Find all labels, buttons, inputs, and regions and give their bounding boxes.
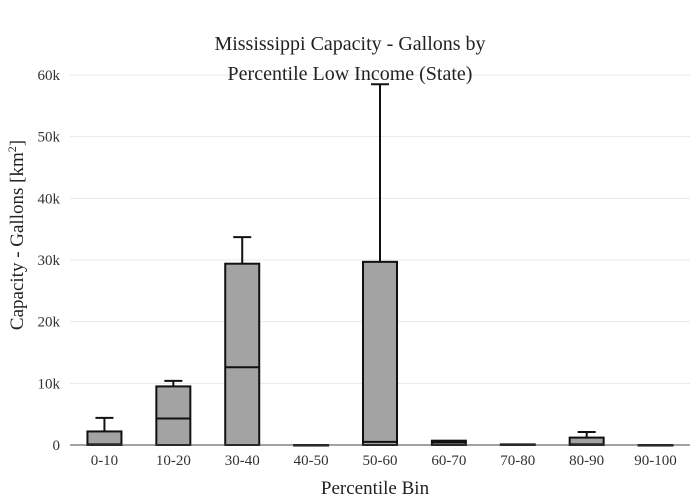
y-tick-label: 50k — [38, 130, 61, 146]
y-tick-label: 60k — [38, 68, 61, 84]
y-axis-label-main: Capacity - Gallons [km — [7, 152, 28, 330]
box-60-70 — [430, 439, 467, 446]
box-series — [86, 83, 674, 447]
x-axis-label: Percentile Bin — [321, 478, 430, 499]
y-axis-label-end: ] — [7, 140, 28, 146]
y-tick-label: 10k — [38, 376, 61, 392]
x-axis-ticks: 0-10 10-20 30-40 40-50 50-60 60-70 70-80 80-90 9… — [91, 453, 677, 469]
y-axis-label-superscript: 2 — [5, 146, 19, 152]
x-tick-label: 80-90 — [569, 453, 604, 469]
y-axis-ticks: 0 10k 20k 30k 40k 50k 60k — [38, 68, 61, 454]
box-0-10 — [86, 416, 123, 446]
y-tick-label: 40k — [38, 191, 61, 207]
box-body — [224, 262, 261, 447]
x-tick-label: 10-20 — [156, 453, 191, 469]
x-tick-label: 0-10 — [91, 453, 119, 469]
x-tick-label: 70-80 — [500, 453, 535, 469]
y-axis-label: Capacity - Gallons [km2] — [5, 140, 28, 330]
box-80-90 — [568, 431, 605, 447]
chart-title-line-1: Mississippi Capacity - Gallons by — [214, 33, 485, 55]
chart-title: Mississippi Capacity - Gallons by Percen… — [214, 33, 485, 85]
box-body — [155, 385, 192, 446]
box-30-40 — [224, 236, 261, 447]
box-body — [86, 430, 123, 446]
x-tick-label: 90-100 — [634, 453, 677, 469]
x-tick-label: 50-60 — [363, 453, 398, 469]
y-tick-label: 30k — [38, 253, 61, 269]
x-tick-label: 40-50 — [294, 453, 329, 469]
box-body — [362, 260, 398, 446]
box-10-20 — [155, 379, 192, 446]
y-tick-label: 20k — [38, 315, 61, 331]
y-tick-label: 0 — [53, 438, 61, 454]
x-tick-label: 60-70 — [431, 453, 466, 469]
box-50-60 — [362, 83, 398, 446]
chart-title-line-2: Percentile Low Income (State) — [228, 63, 473, 85]
x-tick-label: 30-40 — [225, 453, 260, 469]
